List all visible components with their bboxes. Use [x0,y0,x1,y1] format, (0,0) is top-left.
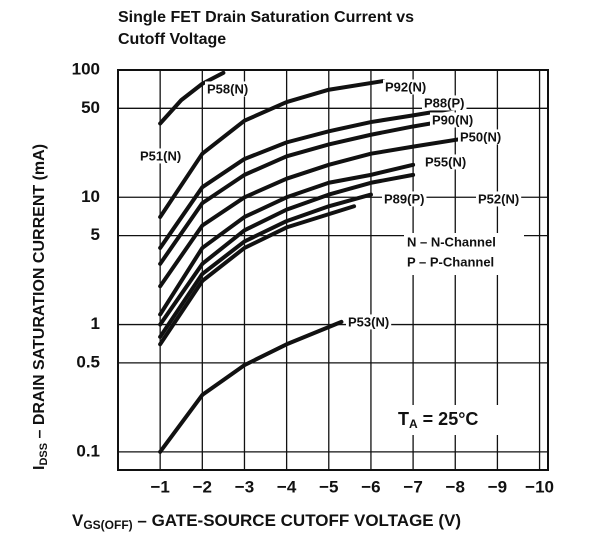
curve [158,117,458,266]
series-label: P90(N) [432,112,473,127]
label-bg [458,129,504,145]
y-tick-label: 5 [91,225,100,244]
curve [158,172,416,327]
x-tick-label: −4 [277,477,297,496]
label-bg [205,81,251,97]
series-label: P88(P) [424,95,464,110]
x-tick-label: −6 [361,477,380,496]
x-tick-label: −5 [319,477,338,496]
curve [158,78,386,219]
label-bg [383,79,429,95]
y-label-rest: – DRAIN SATURATION CURRENT (mA) [31,144,48,443]
y-tick-label: 0.1 [76,441,100,460]
series-label: P52(N) [478,191,519,206]
label-bg [422,95,467,111]
label-bg [423,154,469,170]
x-tick-label: −1 [150,477,169,496]
curve [158,204,357,347]
temp-bg [392,405,508,435]
temp-sub: A [409,417,418,431]
curves [158,70,479,454]
series-label: P89(P) [384,191,424,206]
labels: P58(N) P92(N)P88(P) P90(N) P50(N) P55(N) P52(… [138,79,522,330]
x-label-rest: – GATE-SOURCE CUTOFF VOLTAGE (V) [133,511,461,530]
curve [158,319,344,454]
label-bg [476,191,522,207]
x-tick-label: −2 [193,477,212,496]
y-label-main: I [31,466,48,470]
label-bg [382,191,427,207]
curve [158,106,458,250]
label-bg [346,314,392,330]
series-label: P53(N) [348,314,389,329]
label-bg [430,112,476,128]
y-tick-label: 0.5 [76,352,100,371]
series-label: P92(N) [385,79,426,94]
y-tick-label: 10 [81,187,100,206]
x-tick-label: −10 [525,477,554,496]
x-tick-label: −9 [488,477,507,496]
temp-rest: = 25°C [418,409,479,429]
y-tick-label: 50 [81,98,100,117]
chart-title: Single FET Drain Saturation Current vs [118,9,414,26]
y-axis-label: IDSS – DRAIN SATURATION CURRENT (mA) [31,144,50,470]
temp-main: T [398,409,409,429]
series-label: P58(N) [207,81,248,96]
annotation: P – P-Channel [407,254,494,269]
x-tick-label: −7 [403,477,422,496]
y-tick-label: 100 [72,59,100,78]
label-bg [138,148,184,164]
curve [158,134,479,289]
x-label-main: V [72,511,84,530]
chart-title: Cutoff Voltage [118,31,226,48]
annotation: N – N-Channel [407,234,496,249]
grid: 100 50 10 5 1 0.5 0.1 −1 −2 −3 −4 −5 −6 −7 −8 −9 −10 [72,59,554,496]
curve [158,70,226,126]
x-tick-label: −3 [235,477,254,496]
x-tick-label: −8 [446,477,465,496]
temperature-note: TA = 25°C [398,409,478,431]
y-label-sub: DSS [38,443,50,466]
x-label-sub: GS(OFF) [83,518,132,532]
y-tick-label: 1 [91,314,100,333]
series-label: P55(N) [425,154,466,169]
legend-bg [404,233,524,275]
series-label: P50(N) [460,129,501,144]
curve [158,192,373,339]
series-label: P51(N) [140,148,181,163]
x-axis-label: VGS(OFF) – GATE-SOURCE CUTOFF VOLTAGE (V… [72,511,461,532]
curve [158,162,416,317]
